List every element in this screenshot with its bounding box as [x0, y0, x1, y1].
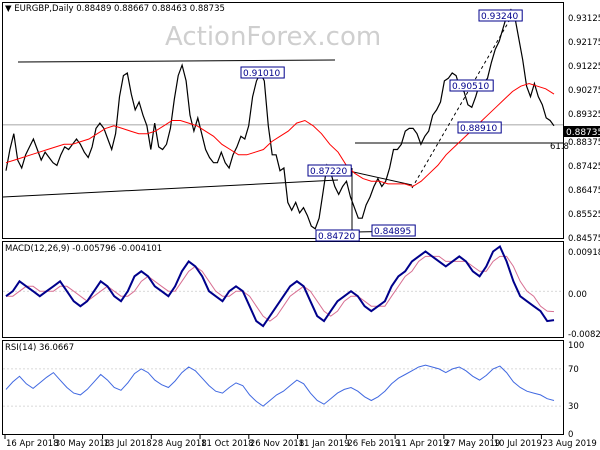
- rsi-y-tick-label: 0: [568, 430, 573, 440]
- price-label-box: [478, 9, 523, 22]
- lower-channel-line: [2, 179, 339, 198]
- macd-pane: [2, 241, 564, 338]
- rsi-y-tick-label: 30: [568, 402, 579, 412]
- x-tick-label: 23 Aug 2019: [542, 439, 596, 449]
- y-tick-label: 0.89325: [568, 110, 600, 120]
- macd-y-tick-label: -0.008225: [568, 330, 600, 340]
- y-tick-label: 0.84575: [568, 234, 600, 244]
- macd-title: MACD(12,26,9) -0.005796 -0.004101: [5, 244, 162, 254]
- x-tick-label: 13 Jul 2018: [104, 439, 152, 449]
- rsi-plot: [3, 364, 563, 407]
- price-label-box: [371, 224, 416, 237]
- price-label: 0.84895: [374, 227, 411, 237]
- y-tick-label: 0.90275: [568, 86, 600, 96]
- x-tick-label: 26 Feb 2019: [347, 439, 400, 449]
- price-annotations: 0.91010 0.87220 0.84720 0.84895 0.90510 0.889…: [240, 9, 569, 242]
- price-label: 0.90510: [452, 82, 489, 92]
- macd-plot: [3, 244, 563, 328]
- x-tick-label: 16 Apr 2018: [6, 439, 59, 449]
- price-y-axis: 0.93125 0.92175 0.91225 0.90275 0.89325 …: [568, 14, 600, 244]
- y-tick-label: 0.88375: [568, 138, 600, 148]
- x-tick-label: 26 Nov 2018: [250, 439, 304, 449]
- fib-label: 61.8: [550, 142, 569, 152]
- macd-series: [5, 244, 555, 328]
- current-price-box: [564, 126, 600, 137]
- price-label-box: [449, 79, 494, 92]
- price-label-box: [307, 164, 352, 177]
- price-pane: [2, 2, 564, 239]
- rsi-y-tick-label: 70: [568, 365, 579, 375]
- y-tick-label: 0.86475: [568, 186, 600, 196]
- upper-channel-line: [17, 59, 336, 63]
- macd-y-tick-label: 0.009181: [568, 248, 600, 258]
- price-label-box: [315, 229, 360, 242]
- y-tick-label: 0.93125: [568, 14, 600, 24]
- price-label-box: [457, 121, 502, 134]
- price-label: 0.87220: [310, 167, 347, 177]
- x-tick-label: 27 May 2019: [445, 439, 500, 449]
- price-label: 0.84720: [318, 232, 355, 242]
- price-title: ▼ EURGBP,Daily 0.88489 0.88667 0.88463 0…: [5, 4, 225, 14]
- price-label: 0.88910: [460, 124, 497, 134]
- y-tick-label: 0.85525: [568, 210, 600, 220]
- x-tick-label: 11 Oct 2018: [201, 439, 254, 449]
- rsi-title: RSI(14) 36.0667: [5, 343, 74, 353]
- x-tick-label: 10 Jul 2019: [494, 439, 542, 449]
- x-tick-label: 11 Jan 2019: [299, 439, 350, 449]
- macd-y-tick-label: 0.00: [568, 290, 587, 300]
- x-tick-label: 30 May 2018: [55, 439, 110, 449]
- rsi-y-tick-label: 100: [568, 341, 584, 351]
- current-price-label: 0.88735: [566, 128, 600, 138]
- x-tick-label: 11 Apr 2019: [396, 439, 449, 449]
- y-tick-label: 0.87425: [568, 162, 600, 172]
- macd-signal-series: [6, 255, 555, 322]
- y-tick-label: 0.91225: [568, 62, 600, 72]
- price-label-box: [240, 66, 285, 79]
- y-tick-label: 0.92175: [568, 38, 600, 48]
- rsi-pane: [2, 340, 564, 435]
- price-label: 0.93240: [481, 12, 518, 22]
- price-label: 0.91010: [243, 69, 280, 79]
- watermark: ActionForex.com: [165, 22, 381, 52]
- rsi-series: [5, 364, 555, 407]
- x-tick-label: 28 Aug 2018: [152, 439, 206, 449]
- moving-average-series: [5, 82, 555, 188]
- rising-trendline: [411, 15, 513, 189]
- current-price-tag: 0.88735: [564, 126, 600, 138]
